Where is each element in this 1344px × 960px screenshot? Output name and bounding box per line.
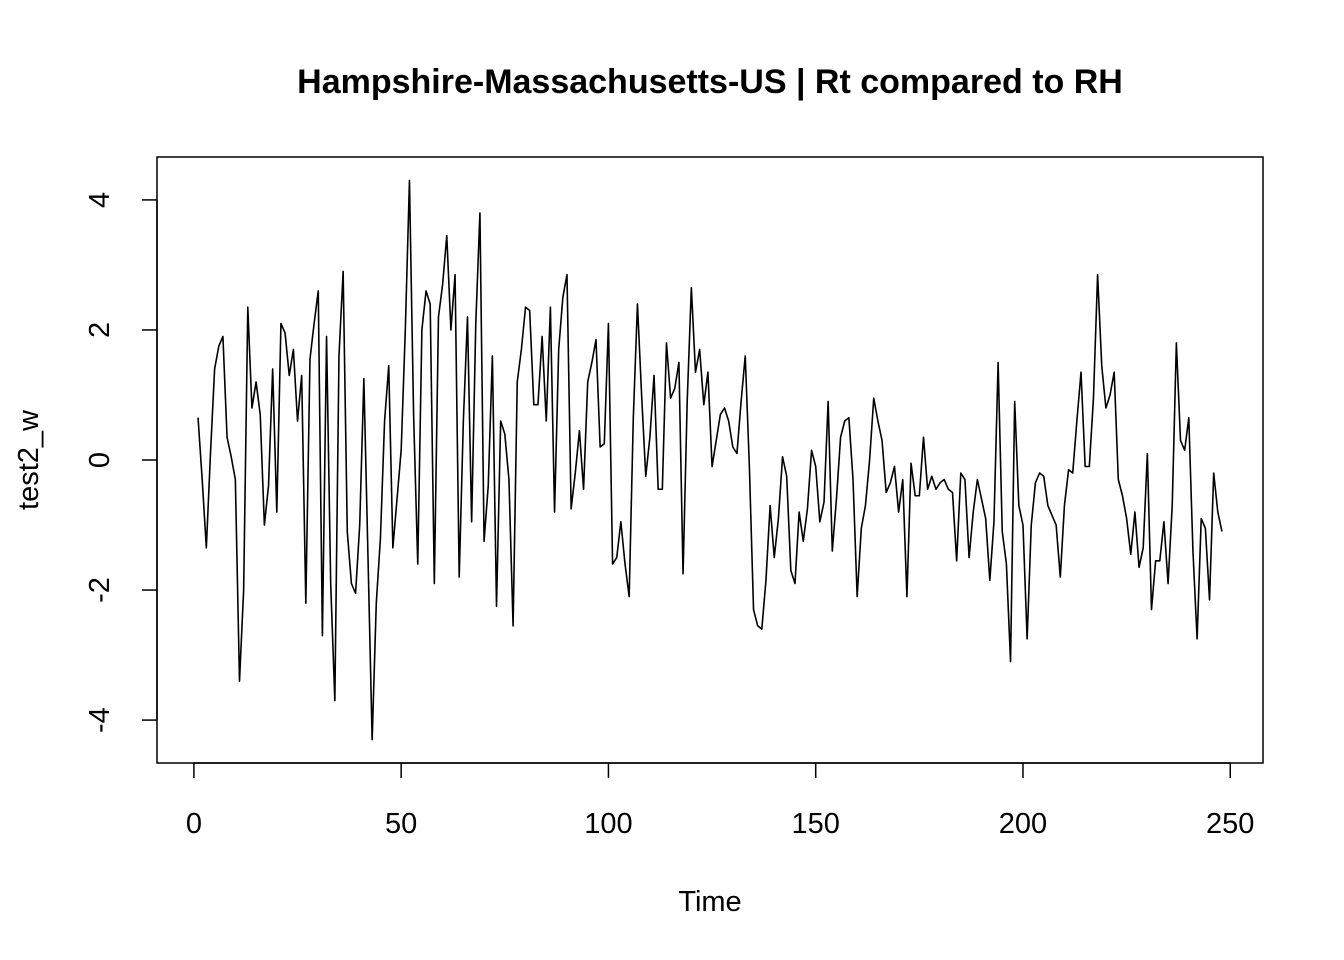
x-tick-label: 50 [385,808,417,840]
x-tick-label: 200 [999,808,1047,840]
x-axis-label: Time [678,886,741,918]
y-tick-label: -4 [84,707,116,733]
x-tick-label: 250 [1206,808,1254,840]
y-tick-label: 0 [84,452,116,468]
chart-title: Hampshire-Massachusetts-US | Rt compared… [297,63,1123,101]
x-tick-label: 100 [584,808,632,840]
x-tick-label: 0 [186,808,202,840]
y-axis-label: test2_w [13,409,45,510]
plot-frame [156,156,1264,764]
y-tick-label: 4 [84,192,116,208]
y-tick-label: 2 [84,322,116,338]
y-axis: -4 -2 0 2 4 [84,192,158,733]
series-layer [197,179,1223,741]
x-tick-label: 150 [792,808,840,840]
series-line [197,179,1223,741]
y-tick-label: -2 [84,577,116,603]
x-axis: 0 50 100 150 200 250 [186,762,1254,840]
